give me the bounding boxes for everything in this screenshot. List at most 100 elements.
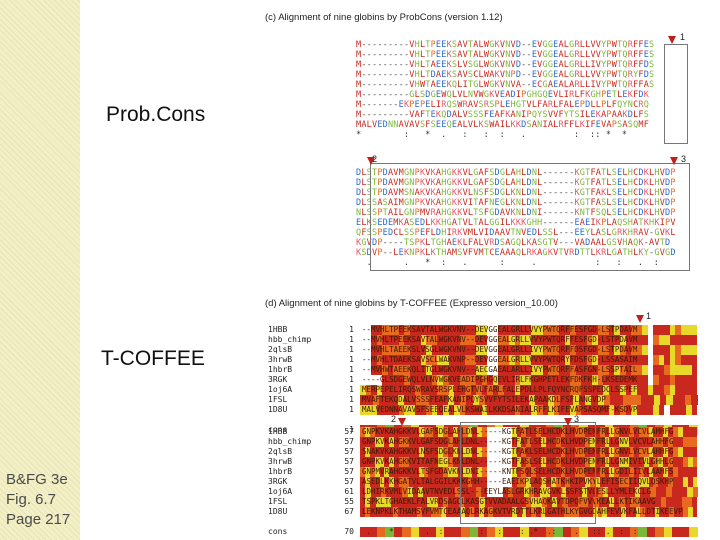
residue-cell [686, 385, 692, 395]
residue-cell [501, 437, 507, 447]
residue-cell [503, 385, 510, 395]
residue-cell [559, 355, 565, 365]
residue-cell [682, 427, 688, 437]
residue-cell [545, 437, 551, 447]
residue-cell [544, 487, 551, 497]
residue-cell [389, 437, 395, 447]
residue-cell [448, 325, 455, 335]
residue-cell [570, 405, 576, 415]
residue-cell [384, 467, 390, 477]
residue-cell [423, 437, 429, 447]
residue-cell [437, 365, 443, 375]
residue-cell [365, 365, 372, 375]
residue-cell [603, 325, 609, 335]
residue-cell [633, 437, 639, 447]
residue-cell [638, 457, 644, 467]
residue-cell [521, 427, 527, 437]
residue-cell [619, 427, 625, 437]
figure-caption: B&FG 3e Fig. 6.7 Page 217 [6, 470, 70, 530]
residue-cell [548, 365, 554, 375]
residue-cell [536, 447, 541, 457]
residue-cell [576, 487, 582, 497]
marker-2-icon [367, 157, 375, 165]
residue-cell [589, 457, 595, 467]
residue-cell [450, 507, 455, 517]
residue-cell [565, 447, 571, 457]
residue-cell [671, 497, 677, 507]
residue-cell [496, 427, 502, 437]
residue-cell [669, 325, 676, 335]
caption-book: B&FG 3e [6, 471, 68, 488]
residue-cell [624, 487, 630, 497]
tc-start-number: 1 [349, 385, 354, 394]
residue-cell [472, 457, 478, 467]
residue-cell [539, 487, 545, 497]
residue-cell [398, 355, 405, 365]
residue-cell [691, 355, 698, 365]
residue-cell [447, 395, 454, 405]
residue-cell [476, 487, 482, 497]
residue-cell [365, 497, 371, 507]
tc-start-number: 1 [349, 355, 354, 364]
residue-cell [580, 477, 585, 487]
residue-cell [569, 507, 574, 517]
residue-cell [408, 427, 414, 437]
residue-cell [404, 385, 410, 395]
residue-cell [376, 355, 383, 365]
residue-cell [633, 427, 639, 437]
residue-cell [535, 395, 542, 405]
residue-cell [408, 477, 414, 487]
residue-cell [426, 335, 432, 345]
residue-cell [565, 487, 572, 497]
residue-cell [560, 395, 567, 405]
residue-cell [474, 507, 479, 517]
residue-cell [376, 375, 383, 385]
residue-cell [653, 375, 659, 385]
residue-cell [467, 477, 473, 487]
residue-cell [460, 487, 466, 497]
residue-cell [677, 467, 683, 477]
residue-cell [643, 427, 649, 437]
residue-cell [428, 487, 434, 497]
residue-cell [433, 447, 439, 457]
residue-cell [416, 395, 423, 405]
residue-cell [372, 395, 379, 405]
residue-cell [502, 507, 508, 517]
residue-cell [369, 457, 375, 467]
residue-cell [673, 427, 678, 437]
residue-cell [658, 427, 664, 437]
residue-cell [477, 437, 483, 447]
residue-cell [496, 437, 502, 447]
residue-cell [586, 325, 593, 335]
residue-cell [365, 355, 372, 365]
residue-cell [492, 467, 497, 477]
residue-cell [452, 447, 458, 457]
residue-cell [448, 345, 455, 355]
residue-cell [492, 355, 499, 365]
residue-cell [408, 467, 414, 477]
residue-cell [423, 427, 429, 437]
residue-cell [624, 477, 629, 487]
residue-cell [624, 437, 629, 447]
residue-cell [454, 345, 460, 355]
residue-cell [609, 437, 615, 447]
residue-cell [470, 487, 477, 497]
residue-cell [614, 375, 620, 385]
residue-cell [371, 325, 377, 335]
residue-cell [415, 335, 421, 345]
residue-cell [438, 437, 444, 447]
residue-cell [636, 385, 643, 395]
residue-cell [619, 477, 625, 487]
residue-cell [518, 487, 524, 497]
residue-cell [531, 457, 537, 467]
residue-cell [658, 345, 665, 355]
residue-cell [399, 477, 405, 487]
residue-cell [625, 405, 632, 415]
residue-cell [614, 345, 620, 355]
residue-cell [428, 477, 434, 487]
residue-cell [442, 325, 449, 335]
residue-cell [448, 467, 453, 477]
residue-cell [459, 507, 465, 517]
residue-cell [391, 497, 397, 507]
residue-cell [418, 467, 424, 477]
